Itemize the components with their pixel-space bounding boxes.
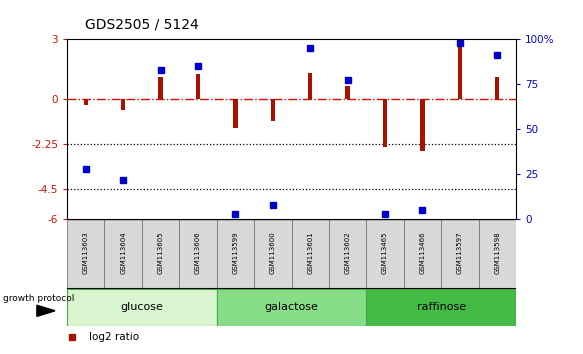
Bar bbox=[179, 219, 217, 289]
Text: GSM113603: GSM113603 bbox=[83, 231, 89, 274]
Text: GSM113602: GSM113602 bbox=[345, 231, 350, 274]
Text: glucose: glucose bbox=[121, 302, 163, 312]
Text: GSM113605: GSM113605 bbox=[157, 231, 164, 274]
Bar bbox=[479, 219, 516, 289]
Text: GSM113599: GSM113599 bbox=[233, 231, 238, 274]
Bar bbox=[217, 289, 366, 326]
Text: raffinose: raffinose bbox=[417, 302, 466, 312]
Bar bbox=[308, 73, 312, 99]
Text: GSM113465: GSM113465 bbox=[382, 232, 388, 274]
Bar bbox=[142, 219, 180, 289]
Bar bbox=[329, 219, 366, 289]
Bar bbox=[67, 289, 217, 326]
Bar bbox=[271, 99, 275, 121]
Bar bbox=[159, 77, 163, 99]
Bar bbox=[403, 219, 441, 289]
Bar bbox=[383, 99, 387, 147]
Bar bbox=[345, 86, 350, 99]
Bar bbox=[441, 219, 479, 289]
Bar bbox=[366, 219, 403, 289]
Text: GSM113598: GSM113598 bbox=[494, 231, 500, 274]
Polygon shape bbox=[37, 305, 55, 316]
Text: GSM113601: GSM113601 bbox=[307, 231, 313, 274]
Text: GSM113466: GSM113466 bbox=[419, 231, 426, 274]
Bar bbox=[366, 289, 516, 326]
Text: GDS2505 / 5124: GDS2505 / 5124 bbox=[85, 18, 198, 32]
Bar bbox=[458, 44, 462, 99]
Text: log2 ratio: log2 ratio bbox=[90, 332, 139, 342]
Bar bbox=[495, 77, 500, 99]
Text: galactose: galactose bbox=[265, 302, 318, 312]
Text: GSM113600: GSM113600 bbox=[270, 231, 276, 274]
Bar bbox=[121, 99, 125, 110]
Bar bbox=[292, 219, 329, 289]
Bar bbox=[83, 99, 88, 105]
Bar bbox=[67, 219, 104, 289]
Bar bbox=[217, 219, 254, 289]
Text: GSM113604: GSM113604 bbox=[120, 231, 126, 274]
Text: GSM113606: GSM113606 bbox=[195, 231, 201, 274]
Bar bbox=[196, 74, 200, 99]
Text: GSM113597: GSM113597 bbox=[457, 231, 463, 274]
Bar bbox=[104, 219, 142, 289]
Text: growth protocol: growth protocol bbox=[3, 295, 75, 303]
Bar bbox=[420, 99, 424, 151]
Bar bbox=[254, 219, 292, 289]
Bar bbox=[233, 99, 238, 128]
